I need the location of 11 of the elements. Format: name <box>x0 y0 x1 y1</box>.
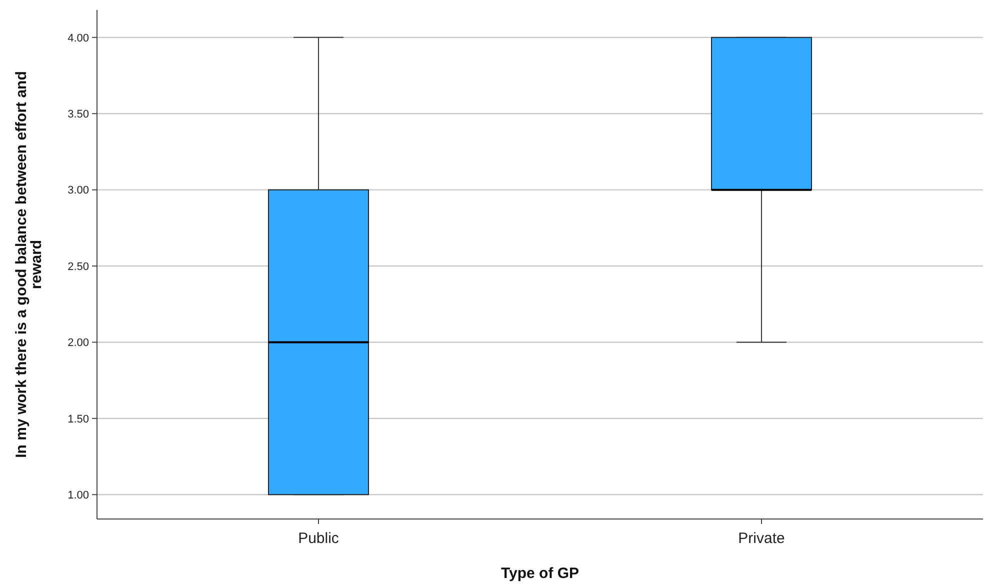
y-tick-label: 2.00 <box>68 337 89 350</box>
y-tick-label: 3.50 <box>68 108 89 120</box>
y-tick-label: 1.00 <box>68 489 89 502</box>
x-tick-label: Public <box>298 530 340 547</box>
y-tick-label: 2.50 <box>68 260 89 273</box>
y-tick-label: 3.00 <box>68 184 89 197</box>
y-tick-label: 4.00 <box>68 32 89 44</box>
x-tick-label: Private <box>738 530 785 547</box>
x-axis-title: Type of GP <box>500 565 580 582</box>
y-axis-title: In my work there is a good balance between effort and reward <box>13 71 45 458</box>
y-tick-label: 1.50 <box>68 413 89 426</box>
